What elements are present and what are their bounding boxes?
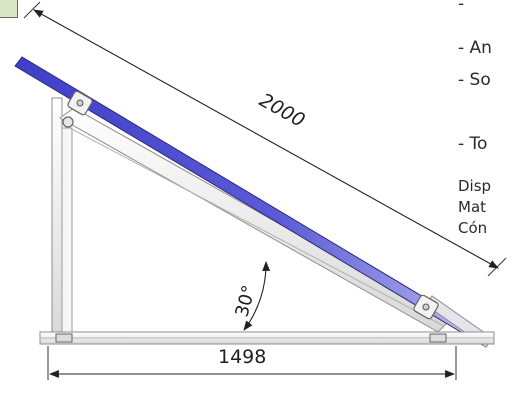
side-text-line-5: Mat: [458, 198, 487, 216]
side-text-line-4: Disp: [458, 177, 492, 195]
side-text-line-1: - An: [458, 38, 492, 58]
base-left-foot: [55, 333, 73, 343]
rear-support-legs: [51, 97, 73, 343]
top-pivot-joint: [62, 116, 74, 128]
rear-leg-outer: [51, 97, 63, 343]
angle-arc: [243, 261, 271, 331]
lower-clamp-bolt: [422, 303, 430, 311]
corner-marker: [0, 0, 18, 18]
side-text-line-6: Cón: [458, 219, 488, 237]
side-text-line-2: - So: [458, 70, 491, 90]
diagonal-rail-edge: [65, 125, 445, 327]
tilt-angle-label: 30°: [232, 283, 261, 319]
panel-extension-line-top: [23, 1, 41, 19]
side-text-fragment-top: -: [458, 0, 465, 14]
panel-dimension-line: [33, 9, 499, 269]
base-length-label: 1498: [218, 346, 266, 368]
base-right-foot: [429, 333, 447, 343]
rear-leg-inner: [61, 127, 73, 343]
base-length-dimension: 1498: [47, 346, 457, 380]
upper-clamp-bolt: [76, 99, 84, 107]
panel-clamps: [62, 90, 439, 320]
panel-length-label: 2000: [256, 89, 309, 132]
tilt-angle-dimension: 30°: [232, 261, 271, 331]
base-rail: [39, 331, 495, 345]
side-text-line-3: - To: [458, 134, 488, 154]
